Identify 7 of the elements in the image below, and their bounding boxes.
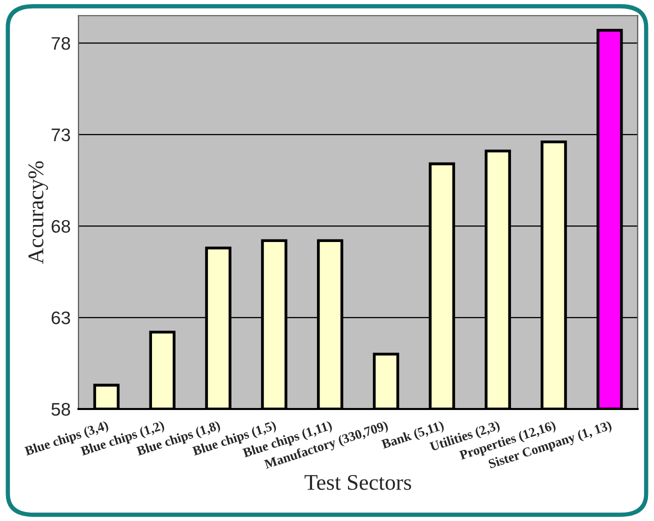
y-axis-title: Accuracy% — [28, 161, 48, 264]
y-tick-label: 73 — [52, 128, 70, 142]
x-axis-title: Test Sectors — [304, 474, 412, 490]
y-tick-label: 78 — [52, 37, 70, 50]
y-tick-label: 68 — [52, 220, 70, 233]
y-tick-label: 58 — [51, 402, 70, 416]
y-tick-label: 63 — [52, 311, 70, 324]
